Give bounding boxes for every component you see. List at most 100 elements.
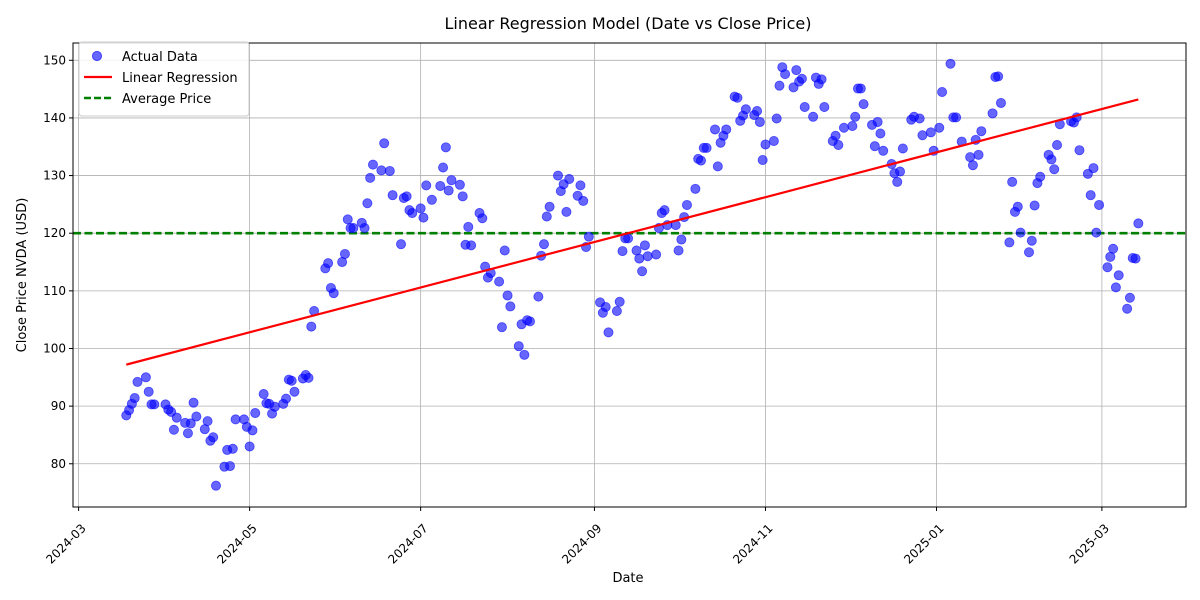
data-point <box>976 126 987 137</box>
data-point <box>457 191 468 202</box>
data-point <box>721 124 732 135</box>
data-point <box>1088 163 1099 174</box>
data-point <box>774 80 785 91</box>
data-point <box>513 341 524 352</box>
data-point <box>1108 243 1119 254</box>
chart-title: Linear Regression Model (Date vs Close P… <box>445 14 812 33</box>
data-point <box>754 116 765 127</box>
data-point <box>701 142 712 153</box>
grid <box>73 43 1186 507</box>
data-point <box>1130 253 1141 264</box>
data-point <box>365 172 376 183</box>
data-point <box>359 223 370 234</box>
data-point <box>780 69 791 80</box>
data-point <box>208 432 219 443</box>
data-point <box>732 92 743 103</box>
data-point <box>362 198 373 209</box>
data-point <box>993 71 1004 82</box>
data-point <box>951 112 962 123</box>
data-point <box>1012 201 1023 212</box>
data-point <box>466 240 477 251</box>
data-point <box>833 140 844 151</box>
data-point <box>872 116 883 127</box>
data-point <box>440 142 451 153</box>
y-tick-label: 120 <box>43 226 66 240</box>
data-point <box>438 162 449 173</box>
data-point <box>1015 227 1026 238</box>
scatter-points-group <box>121 58 1144 491</box>
data-point <box>407 208 418 219</box>
data-point <box>367 159 378 170</box>
data-point <box>1029 200 1040 211</box>
data-point <box>415 203 426 214</box>
data-point <box>541 211 552 222</box>
data-point <box>379 138 390 149</box>
y-tick-label: 110 <box>43 284 66 298</box>
data-point <box>771 113 782 124</box>
data-point <box>1007 176 1018 187</box>
data-point <box>681 199 692 210</box>
data-point <box>171 412 182 423</box>
data-point <box>328 288 339 299</box>
data-point <box>875 128 886 139</box>
data-point <box>695 155 706 166</box>
data-point <box>819 101 830 112</box>
data-point <box>830 130 841 141</box>
data-point <box>505 301 516 312</box>
data-point <box>858 99 869 110</box>
data-point <box>1110 282 1121 293</box>
data-point <box>917 130 928 141</box>
data-point <box>637 266 648 277</box>
data-point <box>1113 270 1124 281</box>
data-point <box>418 212 429 223</box>
data-point <box>914 113 925 124</box>
y-tick-label: 90 <box>51 399 66 413</box>
data-point <box>401 191 412 202</box>
data-point <box>757 155 768 166</box>
data-point <box>967 160 978 171</box>
data-point <box>454 179 465 190</box>
data-point <box>673 245 684 256</box>
data-point <box>446 175 457 186</box>
data-point <box>934 122 945 133</box>
data-point <box>642 251 653 262</box>
data-point <box>611 306 622 317</box>
data-point <box>258 389 269 400</box>
data-point <box>1094 199 1105 210</box>
data-point <box>639 240 650 251</box>
data-point <box>244 441 255 452</box>
data-point <box>499 245 510 256</box>
data-point <box>342 214 353 225</box>
data-point <box>306 321 317 332</box>
data-point <box>659 205 670 216</box>
data-point <box>799 101 810 112</box>
data-point <box>651 249 662 260</box>
data-point <box>987 108 998 119</box>
legend-label-regression: Linear Regression <box>122 71 238 86</box>
data-point <box>168 424 179 435</box>
data-point <box>544 201 555 212</box>
data-point <box>897 143 908 154</box>
data-point <box>583 231 594 242</box>
data-point <box>247 425 258 436</box>
data-point <box>494 276 505 287</box>
regression-line <box>125 98 1139 366</box>
y-tick-label: 150 <box>43 53 66 67</box>
plot-frame <box>72 42 1187 508</box>
data-point <box>182 428 193 439</box>
data-point <box>477 213 488 224</box>
data-point <box>878 145 889 156</box>
data-point <box>140 372 151 383</box>
data-point <box>502 290 513 301</box>
y-tick-label: 130 <box>43 169 66 183</box>
data-point <box>578 195 589 206</box>
data-point <box>937 86 948 97</box>
data-point <box>676 234 687 245</box>
y-tick-label: 140 <box>43 111 66 125</box>
data-point <box>1004 237 1015 248</box>
data-point <box>925 127 936 138</box>
data-point <box>553 170 564 181</box>
data-point <box>387 190 398 201</box>
data-point <box>384 165 395 176</box>
data-point <box>1085 190 1096 201</box>
